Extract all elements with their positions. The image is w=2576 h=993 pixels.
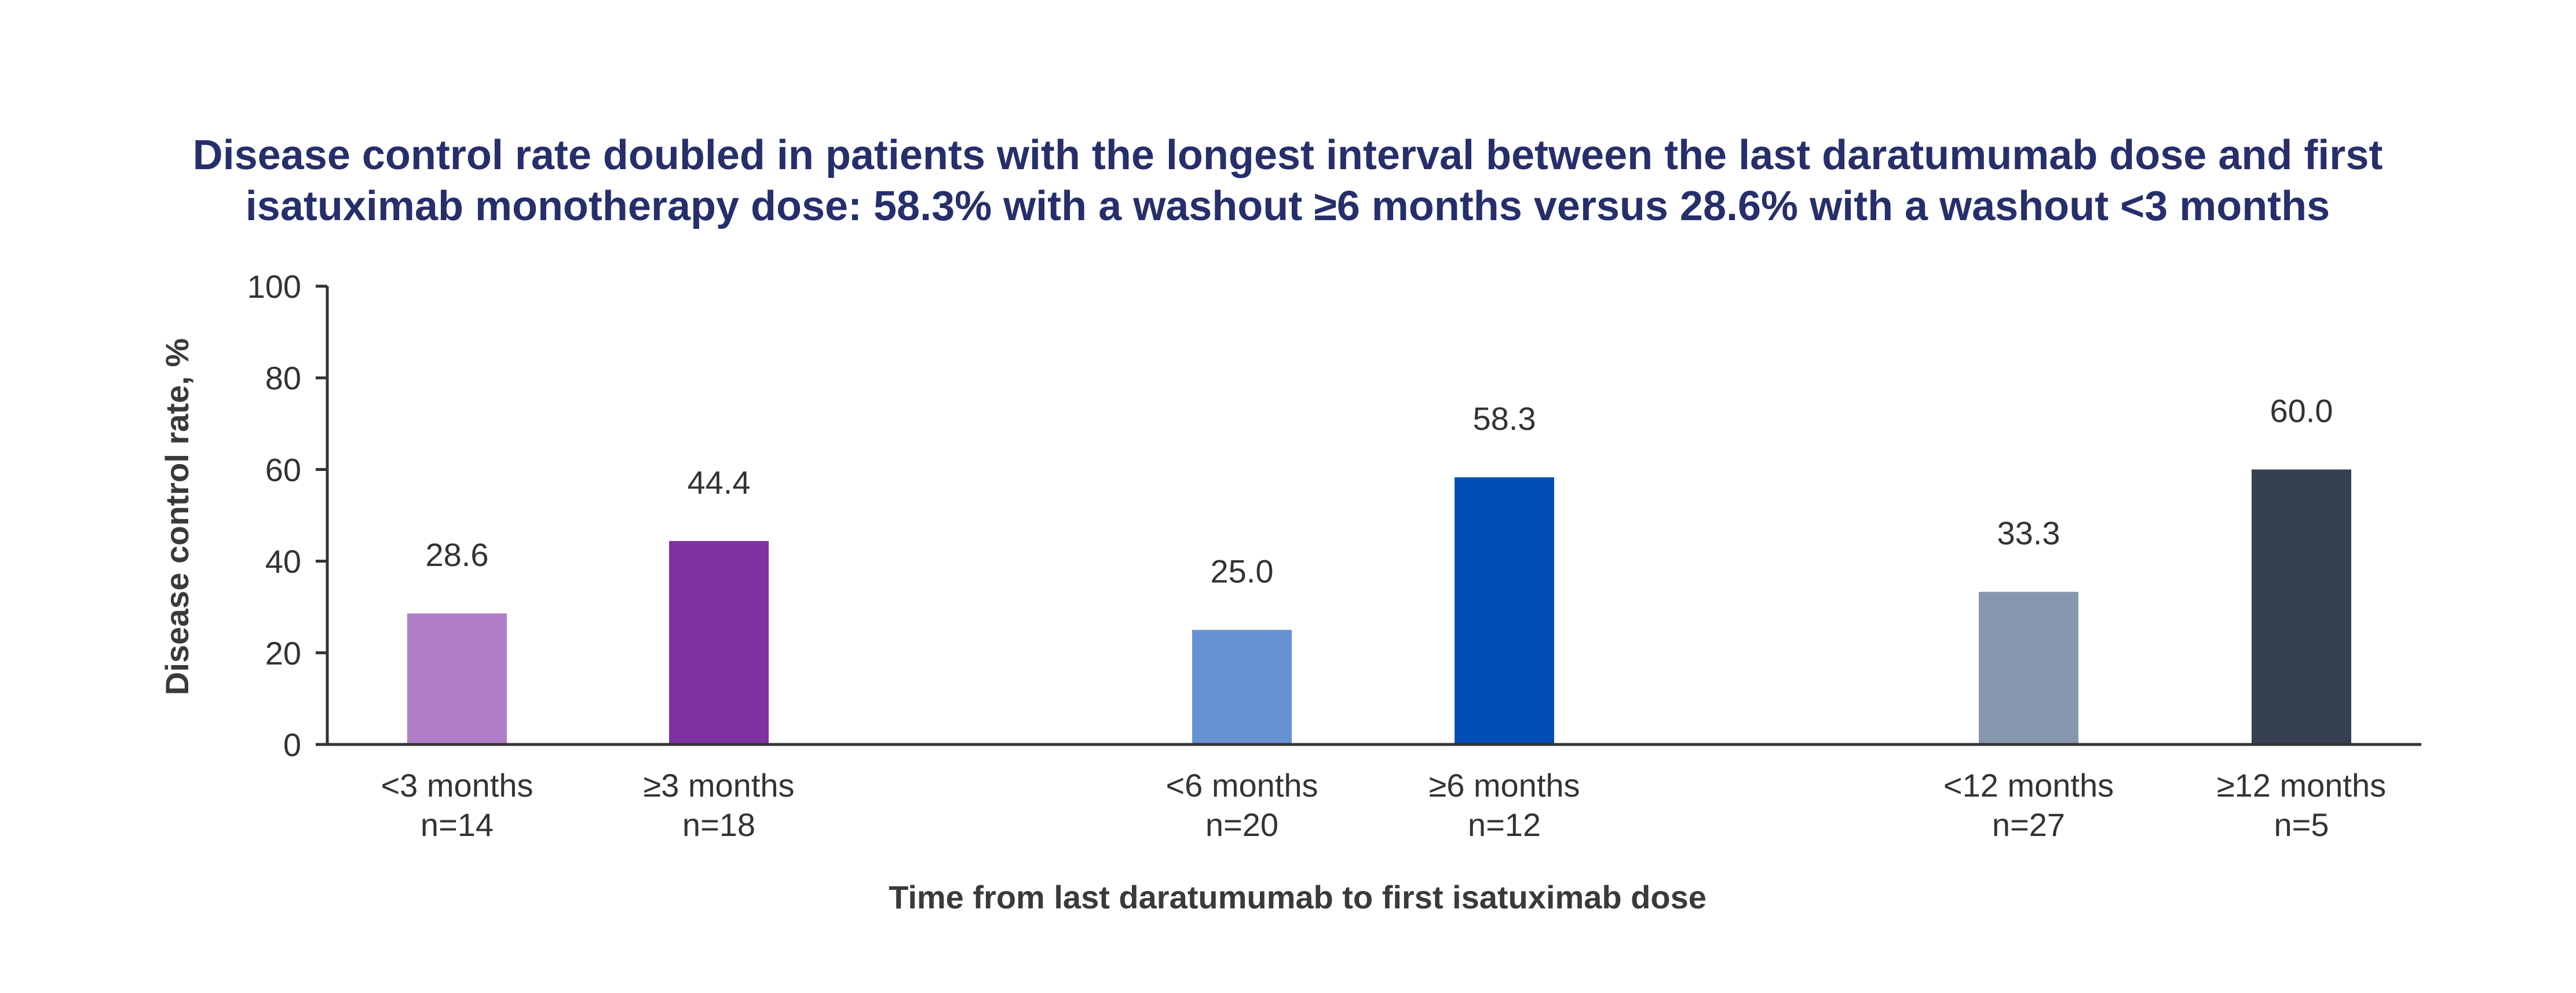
category-n-label-1: n=14 [421,806,494,843]
chart-title: Disease control rate doubled in patients… [193,132,2383,229]
data-label-3: 25.0 [1211,553,1274,589]
bars [407,469,2351,744]
y-tick-label-60: 60 [265,451,301,488]
bar-2 [669,541,769,744]
chart-title-line-1: Disease control rate doubled in patients… [193,132,2383,178]
data-label-1: 28.6 [426,536,489,573]
bar-4 [1455,477,1554,744]
bar-5 [1979,592,2078,744]
category-n-label-5: n=27 [1992,806,2065,843]
category-n-label-2: n=18 [682,806,755,843]
category-label-5: <12 months [1943,767,2114,804]
category-n-label-3: n=20 [1205,806,1278,843]
category-n-label-6: n=5 [2274,806,2329,843]
y-tick-label-20: 20 [265,635,301,671]
data-label-6: 60.0 [2270,392,2333,429]
y-tick-label-80: 80 [265,360,301,396]
y-axis-ticks: 0 20 40 60 80 100 [247,268,327,763]
data-label-2: 44.4 [688,464,751,501]
bar-3 [1192,630,1292,744]
bar-1 [407,613,507,744]
x-axis-title: Time from last daratumumab to first isat… [889,879,1707,915]
data-label-4: 58.3 [1473,400,1536,437]
category-n-label-4: n=12 [1468,806,1541,843]
bar-6 [2252,469,2351,744]
y-axis-title: Disease control rate, % [159,338,195,695]
chart-title-line-2: isatuximab monotherapy dose: 58.3% with … [246,183,2330,229]
data-labels: 28.6 44.4 25.0 58.3 33.3 60.0 [426,392,2333,589]
y-tick-label-40: 40 [265,543,301,580]
y-tick-label-0: 0 [283,727,301,763]
data-label-5: 33.3 [1997,515,2060,552]
category-label-6: ≥12 months [2217,767,2386,804]
category-label-3: <6 months [1165,767,1318,804]
category-label-1: <3 months [381,767,533,804]
category-label-4: ≥6 months [1428,767,1580,804]
y-tick-label-100: 100 [247,268,301,305]
category-label-2: ≥3 months [643,767,794,804]
